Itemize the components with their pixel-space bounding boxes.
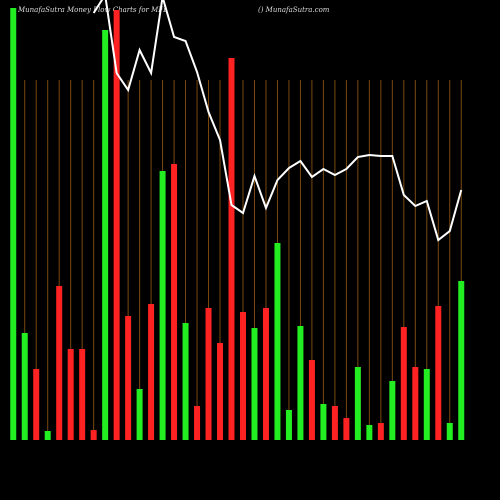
bar	[366, 425, 373, 440]
bar	[205, 308, 212, 440]
chart-title: MunafaSutra Money Flow Charts for MFL	[17, 6, 168, 14]
bar	[354, 367, 361, 440]
bar	[21, 333, 28, 440]
bar	[10, 8, 17, 440]
bar	[90, 430, 97, 440]
bar	[148, 304, 155, 440]
bar	[331, 406, 338, 440]
bar	[171, 164, 178, 440]
bar	[320, 404, 327, 440]
bar	[194, 406, 201, 440]
bar	[79, 349, 86, 440]
bar	[262, 308, 269, 440]
bar	[67, 349, 74, 440]
bar	[423, 369, 430, 440]
bar	[308, 360, 315, 440]
bar	[102, 30, 109, 440]
bar	[182, 323, 189, 440]
money-flow-line	[92, 0, 463, 242]
bar	[389, 381, 396, 440]
bar	[136, 389, 143, 440]
bar	[228, 58, 235, 440]
bar	[400, 327, 407, 440]
bar	[56, 286, 63, 440]
bar	[33, 369, 40, 440]
bar	[446, 423, 453, 440]
bar	[125, 316, 132, 440]
bar	[274, 243, 281, 440]
bar	[159, 171, 166, 440]
chart-subtitle: () MunafaSutra.com	[258, 6, 330, 14]
bar	[251, 328, 258, 440]
bar	[297, 326, 304, 440]
bar	[458, 281, 465, 440]
bar	[412, 367, 419, 440]
bar	[377, 423, 384, 440]
bar	[435, 306, 442, 440]
bar	[239, 312, 246, 440]
bar	[217, 343, 224, 440]
bar	[285, 410, 292, 440]
bar	[343, 418, 350, 440]
bar	[44, 431, 51, 440]
bar	[113, 10, 120, 440]
